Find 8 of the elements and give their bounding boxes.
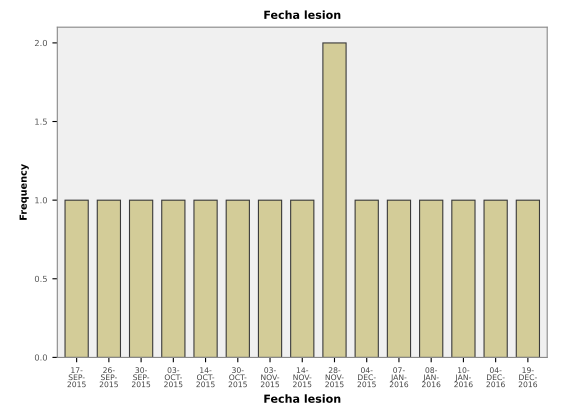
y-axis-title: Frequency — [20, 164, 29, 220]
y-tick-label: 0.5 — [34, 276, 47, 282]
x-axis-title: Fecha lesion — [264, 394, 340, 403]
y-tick-label: 2.0 — [34, 40, 48, 46]
y-tick-label: 0.0 — [34, 354, 48, 361]
y-tick-label: 1.0 — [35, 197, 48, 204]
y-tick-label: 1.5 — [35, 118, 47, 125]
chart-title: Fecha lesion — [264, 10, 340, 19]
